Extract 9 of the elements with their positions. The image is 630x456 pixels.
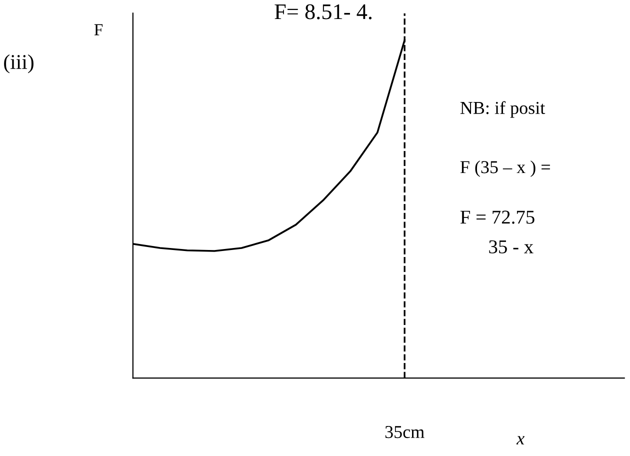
text: F (35 – x ) =	[460, 160, 550, 177]
text: 35cm	[385, 426, 424, 438]
text: F= 8.51- 4.	[274, 4, 372, 20]
text: x	[516, 436, 524, 444]
text: NB: if posit	[460, 101, 546, 118]
text: F = 72.75	[460, 210, 534, 224]
y-axis-title: F	[94, 24, 103, 36]
text: (iii)	[4, 54, 34, 74]
text: 35 - x	[489, 240, 534, 254]
